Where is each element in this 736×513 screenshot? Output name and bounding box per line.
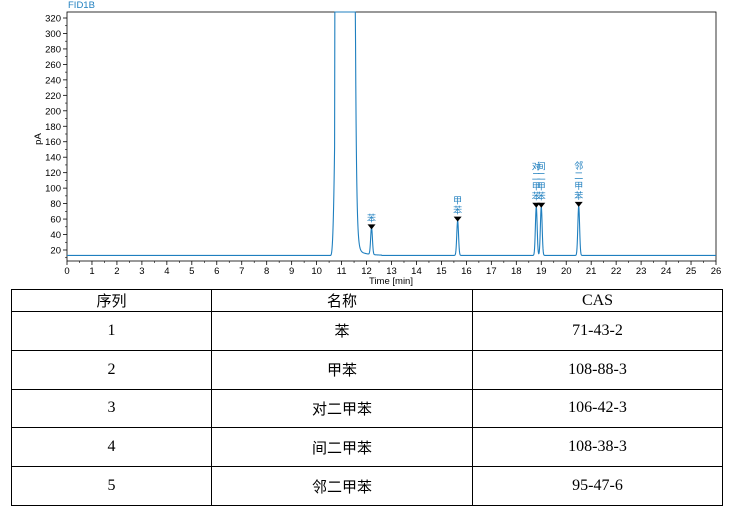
y-tick-label: 320 [45,14,61,25]
row-index: 4 [11,427,212,468]
x-tick-label: 4 [164,266,169,277]
header-name: 名称 [211,289,473,312]
row-index: 5 [11,466,212,506]
x-tick-label: 3 [139,266,144,277]
x-tick-label: 9 [289,266,294,277]
peak-marker [574,201,583,207]
row-index: 3 [11,388,212,429]
x-axis: 0 1 2 3 4 5 6 7 8 9 10 11 12 13 14 15 16 17 18 19 20 21 22 23 24… [64,261,721,277]
x-tick-label: 12 [361,266,372,277]
row-cas: 108-38-3 [472,427,723,468]
row-name: 对二甲苯 [211,388,473,429]
chromatogram-chart: FID1B 2040608010012014016018020022024026… [33,0,721,287]
row-cas: 95-47-6 [472,466,723,506]
y-axis-title: pA [33,133,44,145]
x-tick-label: 6 [214,266,219,277]
x-tick-label: 15 [436,266,447,277]
x-tick-label: 14 [411,266,422,277]
row-cas: 106-42-3 [472,388,723,429]
chromatogram-trace [66,11,717,256]
y-tick-label: 300 [45,29,61,40]
table-row: 3 对二甲苯 106-42-3 [11,388,723,429]
y-tick-label: 160 [45,137,61,148]
y-tick-label: 20 [50,246,61,257]
table-row: 2 甲苯 108-88-3 [11,349,723,390]
header-cas: CAS [472,289,723,312]
x-tick-label: 10 [311,266,322,277]
x-tick-label: 2 [114,266,119,277]
x-tick-label: 11 [337,266,347,277]
peak-label: 对二甲苯 [532,161,541,203]
x-tick-label: 8 [264,266,269,277]
peak-marker [367,224,376,230]
peak-label: 甲苯 [453,196,462,217]
peak-label: 邻二甲苯 [574,160,583,202]
y-tick-label: 80 [50,199,61,210]
y-tick-label: 180 [45,122,61,133]
table-row: 5 邻二甲苯 95-47-6 [11,466,723,506]
x-tick-label: 23 [636,266,647,277]
x-tick-label: 22 [611,266,622,277]
table-row: 4 间二甲苯 108-38-3 [11,427,723,468]
row-index: 1 [11,311,212,351]
x-tick-label: 24 [661,266,672,277]
x-tick-label: 1 [89,266,94,277]
x-tick-label: 21 [586,266,597,277]
y-tick-label: 260 [45,60,61,71]
plot-frame [66,11,717,262]
x-tick-label: 18 [511,266,522,277]
x-tick-label: 25 [686,266,697,277]
y-tick-label: 140 [45,153,61,164]
chart-title: FID1B [68,0,95,11]
trace-line [66,11,717,256]
y-tick-label: 200 [45,106,61,117]
table-header-row: 序列 名称 CAS [11,289,723,312]
peak-marker [453,216,462,222]
y-tick-label: 40 [50,230,61,241]
x-tick-label: 7 [239,266,244,277]
row-name: 甲苯 [211,349,473,390]
x-tick-label: 5 [189,266,194,277]
peak-marker [537,202,546,208]
y-tick-label: 280 [45,44,61,55]
y-tick-label: 60 [50,215,61,226]
x-tick-label: 20 [561,266,572,277]
y-tick-label: 220 [45,91,61,102]
y-axis: 20 40 60 80 100 120 140 160 180 200 220 240 260 280 30… [45,14,67,259]
header-index: 序列 [11,289,212,312]
compound-table: 序列 名称 CAS 1 苯 71-43-2 2 甲苯 108-88-3 3 对二… [11,289,723,506]
x-axis-title: Time [min] [369,276,413,287]
x-tick-label: 17 [486,266,497,277]
row-cas: 108-88-3 [472,349,723,390]
peak-label: 苯 [367,212,376,224]
x-tick-label: 16 [461,266,472,277]
peak-label: 间二甲苯 [537,161,546,203]
table-row: 1 苯 71-43-2 [11,311,723,351]
row-name: 邻二甲苯 [211,466,473,506]
row-index: 2 [11,349,212,390]
x-tick-label: 0 [64,266,69,277]
row-cas: 71-43-2 [472,311,723,351]
x-tick-label: 26 [711,266,722,277]
x-tick-label: 13 [386,266,397,277]
y-tick-label: 120 [45,168,61,179]
y-tick-label: 240 [45,75,61,86]
row-name: 苯 [211,311,473,351]
x-tick-label: 19 [536,266,547,277]
row-name: 间二甲苯 [211,427,473,468]
y-tick-label: 100 [45,184,61,195]
